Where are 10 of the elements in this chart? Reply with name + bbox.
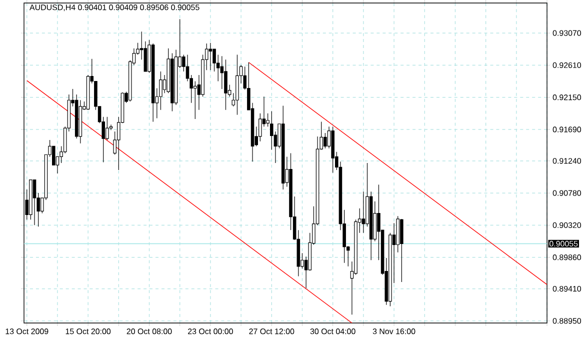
candlestick bbox=[32, 179, 36, 226]
candlestick bbox=[144, 41, 148, 72]
candlestick bbox=[159, 71, 162, 110]
candlestick bbox=[106, 116, 109, 140]
candlestick bbox=[324, 132, 327, 149]
candlestick bbox=[362, 191, 366, 234]
candlestick bbox=[224, 59, 228, 110]
candlestick bbox=[52, 146, 56, 166]
candlestick bbox=[194, 80, 197, 120]
candlestick bbox=[266, 113, 270, 127]
